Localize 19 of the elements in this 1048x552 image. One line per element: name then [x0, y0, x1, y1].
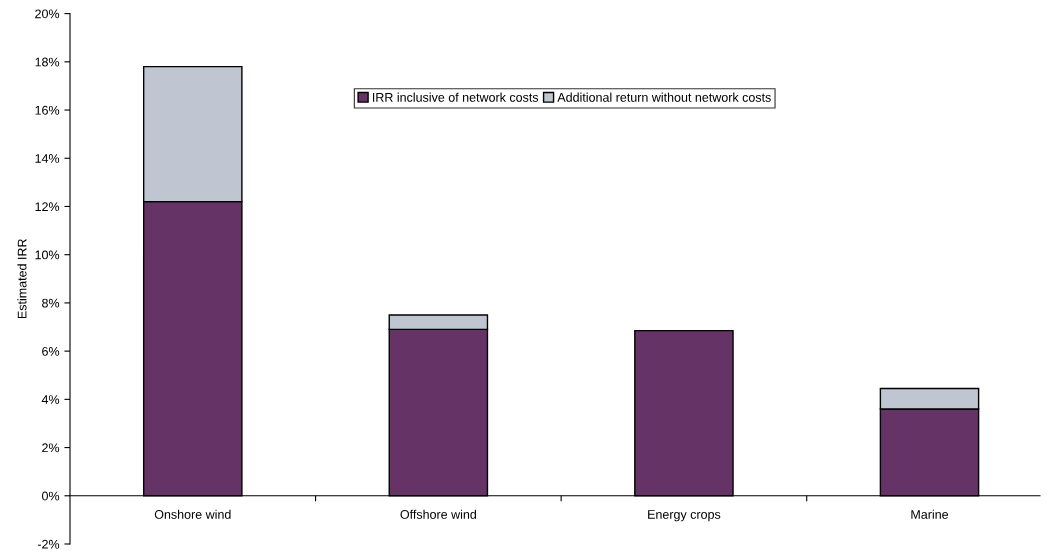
y-tick-label: 12% — [35, 202, 60, 212]
y-tick-label: 18% — [35, 57, 60, 67]
y-tick-label: 16% — [35, 105, 60, 115]
y-tick-label: 20% — [35, 9, 60, 19]
y-tick-label: 4% — [41, 395, 60, 404]
y-tick-label: 2% — [42, 443, 60, 453]
y-tick-label: 0% — [42, 491, 60, 501]
y-tick-label: 8% — [42, 298, 60, 308]
x-tick-label: Energy crops — [648, 510, 721, 522]
y-tick-label: -2% — [37, 539, 60, 549]
x-tick-label: Offshore wind — [400, 509, 476, 519]
y-tick-label: 10% — [35, 250, 60, 260]
x-tick-label: Onshore wind — [154, 509, 231, 519]
y-tick-label: 6% — [42, 346, 60, 356]
y-axis-title: Estimated IRR — [17, 239, 27, 319]
legend-label: Additional return without network costs — [557, 92, 771, 102]
legend-label: IRR inclusive of network costs — [373, 92, 539, 102]
y-tick-label: 14% — [35, 154, 60, 163]
x-tick-label: Marine — [911, 509, 949, 519]
